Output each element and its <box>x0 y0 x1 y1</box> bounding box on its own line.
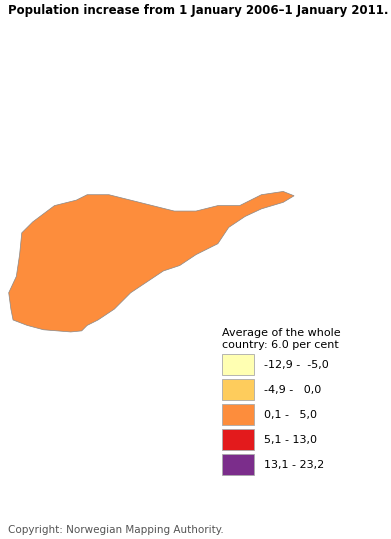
Text: 0,1 -   5,0: 0,1 - 5,0 <box>264 410 317 420</box>
Text: -4,9 -   0,0: -4,9 - 0,0 <box>264 385 321 395</box>
Text: Population increase from 1 January 2006–1 January 2011. Per cent: Population increase from 1 January 2006–… <box>8 4 391 17</box>
Polygon shape <box>9 191 294 332</box>
Text: Copyright: Norwegian Mapping Authority.: Copyright: Norwegian Mapping Authority. <box>8 525 224 535</box>
Bar <box>222 354 254 375</box>
Bar <box>222 454 254 475</box>
Text: Average of the whole
country: 6.0 per cent: Average of the whole country: 6.0 per ce… <box>222 328 341 350</box>
Text: -12,9 -  -5,0: -12,9 - -5,0 <box>264 360 328 370</box>
Text: 5,1 - 13,0: 5,1 - 13,0 <box>264 435 317 445</box>
Text: 13,1 - 23,2: 13,1 - 23,2 <box>264 460 324 470</box>
Bar <box>222 429 254 450</box>
Bar <box>222 379 254 400</box>
Bar <box>222 404 254 425</box>
